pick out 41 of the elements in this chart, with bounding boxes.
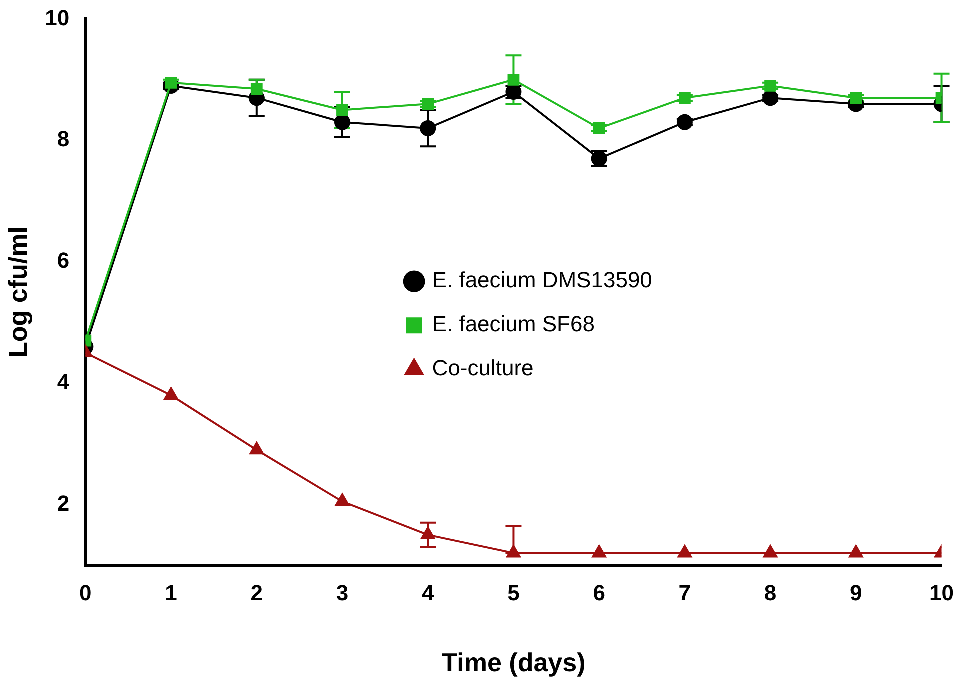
point [593, 122, 606, 134]
y-axis-title: Log cfu/ml [2, 226, 33, 358]
x-tick-label: 7 [678, 580, 692, 606]
point [250, 442, 264, 455]
x-tick-label: 2 [250, 580, 264, 606]
point [678, 92, 691, 104]
point [764, 80, 776, 92]
x-tick-label: 9 [850, 580, 862, 606]
legend-label: E. faecium DMS13590 [432, 268, 652, 293]
x-tick-label: 5 [508, 580, 520, 606]
y-tick-label: 8 [57, 126, 70, 152]
point [421, 527, 436, 540]
point [762, 90, 779, 106]
point [850, 92, 862, 104]
point [164, 387, 178, 400]
y-tick-label: 6 [57, 248, 70, 274]
x-tick-label: 4 [422, 580, 435, 606]
point [508, 74, 520, 86]
x-tick-label: 6 [593, 580, 606, 606]
legend-label: E. faecium SF68 [432, 312, 595, 337]
point [336, 104, 348, 116]
x-tick-label: 1 [165, 580, 178, 606]
x-tick-label: 3 [336, 580, 349, 606]
point [420, 120, 436, 136]
point [592, 545, 606, 558]
y-tick-label: 10 [45, 5, 70, 30]
x-tick-label: 0 [80, 580, 92, 606]
x-axis-title: Time (days) [442, 648, 586, 678]
x-tick-label: 10 [930, 580, 954, 606]
legend-label: Co-culture [432, 356, 534, 381]
point [678, 545, 692, 558]
point [506, 545, 521, 558]
point [763, 545, 778, 558]
x-tick-label: 8 [764, 580, 777, 606]
point [334, 114, 350, 130]
point [676, 114, 693, 130]
y-tick-label: 2 [57, 490, 70, 516]
y-tick-label: 4 [57, 369, 70, 394]
point [422, 98, 434, 110]
point [335, 494, 350, 506]
point [849, 545, 864, 558]
